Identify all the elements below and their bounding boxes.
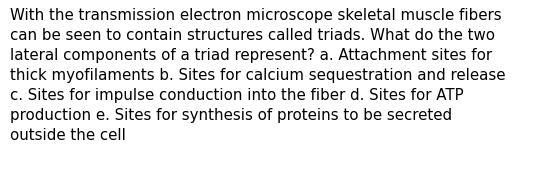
Text: With the transmission electron microscope skeletal muscle fibers
can be seen to : With the transmission electron microscop… [10, 8, 506, 143]
